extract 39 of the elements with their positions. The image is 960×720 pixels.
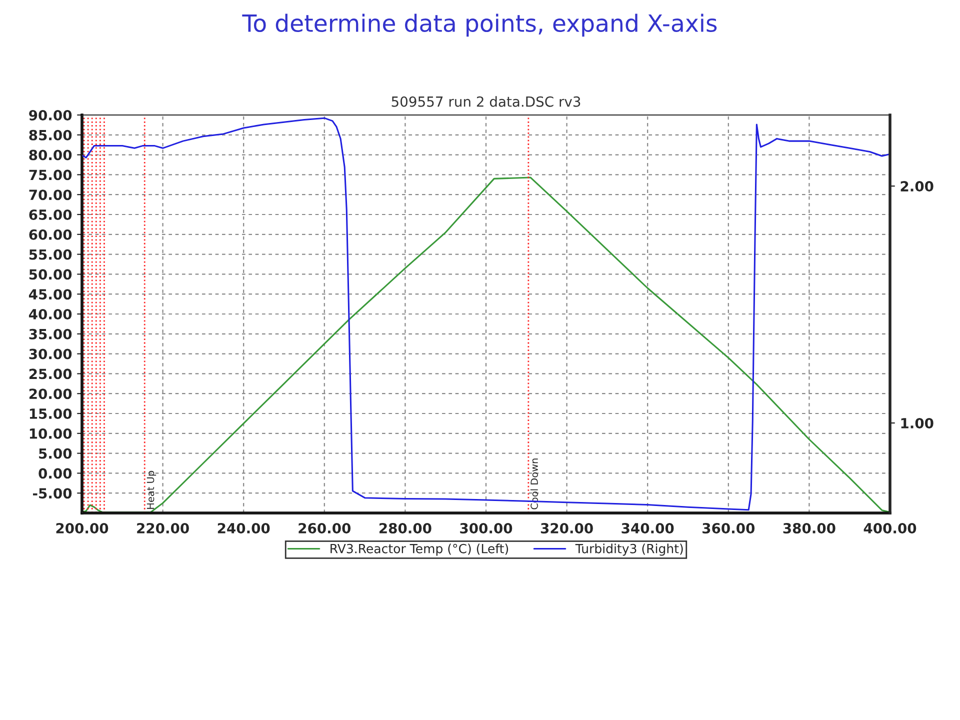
x-tick-label: 260.00 bbox=[298, 522, 351, 534]
y-tick-label: 45.00 bbox=[28, 289, 72, 300]
chart-subtitle: 509557 run 2 data.DSC rv3 bbox=[392, 96, 580, 107]
line-series bbox=[82, 117, 890, 511]
y-tick-label: 40.00 bbox=[28, 308, 72, 320]
y-tick-label: 70.00 bbox=[29, 190, 72, 200]
x-tick-label: 200.00 bbox=[56, 522, 108, 534]
x-tick-label: 340.00 bbox=[622, 522, 674, 534]
x-tick-label: 220.00 bbox=[137, 522, 189, 534]
y-tick-label: 75.00 bbox=[29, 170, 72, 180]
y-tick-label: 5.00 bbox=[39, 448, 72, 459]
x-tick-label: 380.00 bbox=[783, 522, 836, 534]
y-tick-label: 50.00 bbox=[29, 269, 72, 280]
y-tick-label: 25.00 bbox=[29, 368, 72, 380]
y-tick-label: 55.00 bbox=[29, 249, 72, 260]
y-tick-label: 60.00 bbox=[29, 229, 72, 240]
ref-line-label: Heat Up bbox=[146, 470, 156, 509]
x-tick-label: 360.00 bbox=[702, 522, 755, 534]
y-tick-label: -5.00 bbox=[33, 488, 72, 499]
y-tick-label: 65.00 bbox=[29, 209, 72, 220]
legend-label: RV3.Reactor Temp (°C) (Left) bbox=[330, 544, 508, 556]
x-tick-label: 400.00 bbox=[864, 522, 916, 534]
x-tick-label: 320.00 bbox=[540, 522, 593, 534]
x-tick-label: 240.00 bbox=[218, 522, 270, 534]
y-tick-label: 30.00 bbox=[29, 348, 72, 360]
y-tick-label: 80.00 bbox=[29, 150, 72, 160]
x-tick-label: 280.00 bbox=[380, 522, 432, 534]
y-tick-label: 90.00 bbox=[29, 110, 72, 120]
y-tick-label: 35.00 bbox=[29, 328, 72, 340]
y2-tick-label: 1.00 bbox=[901, 418, 934, 428]
y-tick-label: 10.00 bbox=[30, 428, 72, 439]
y-tick-label: 15.00 bbox=[30, 408, 72, 419]
chart-title: To determine data points, expand X-axis bbox=[242, 14, 717, 37]
y-tick-label: 85.00 bbox=[29, 130, 72, 140]
x-tick-label: 300.00 bbox=[460, 522, 512, 534]
y-tick-label: 20.00 bbox=[29, 388, 72, 400]
y-tick-label: 0.00 bbox=[38, 468, 72, 479]
legend-label: Turbidity3 (Right) bbox=[575, 544, 683, 556]
y2-tick-label: 2.00 bbox=[900, 181, 934, 192]
